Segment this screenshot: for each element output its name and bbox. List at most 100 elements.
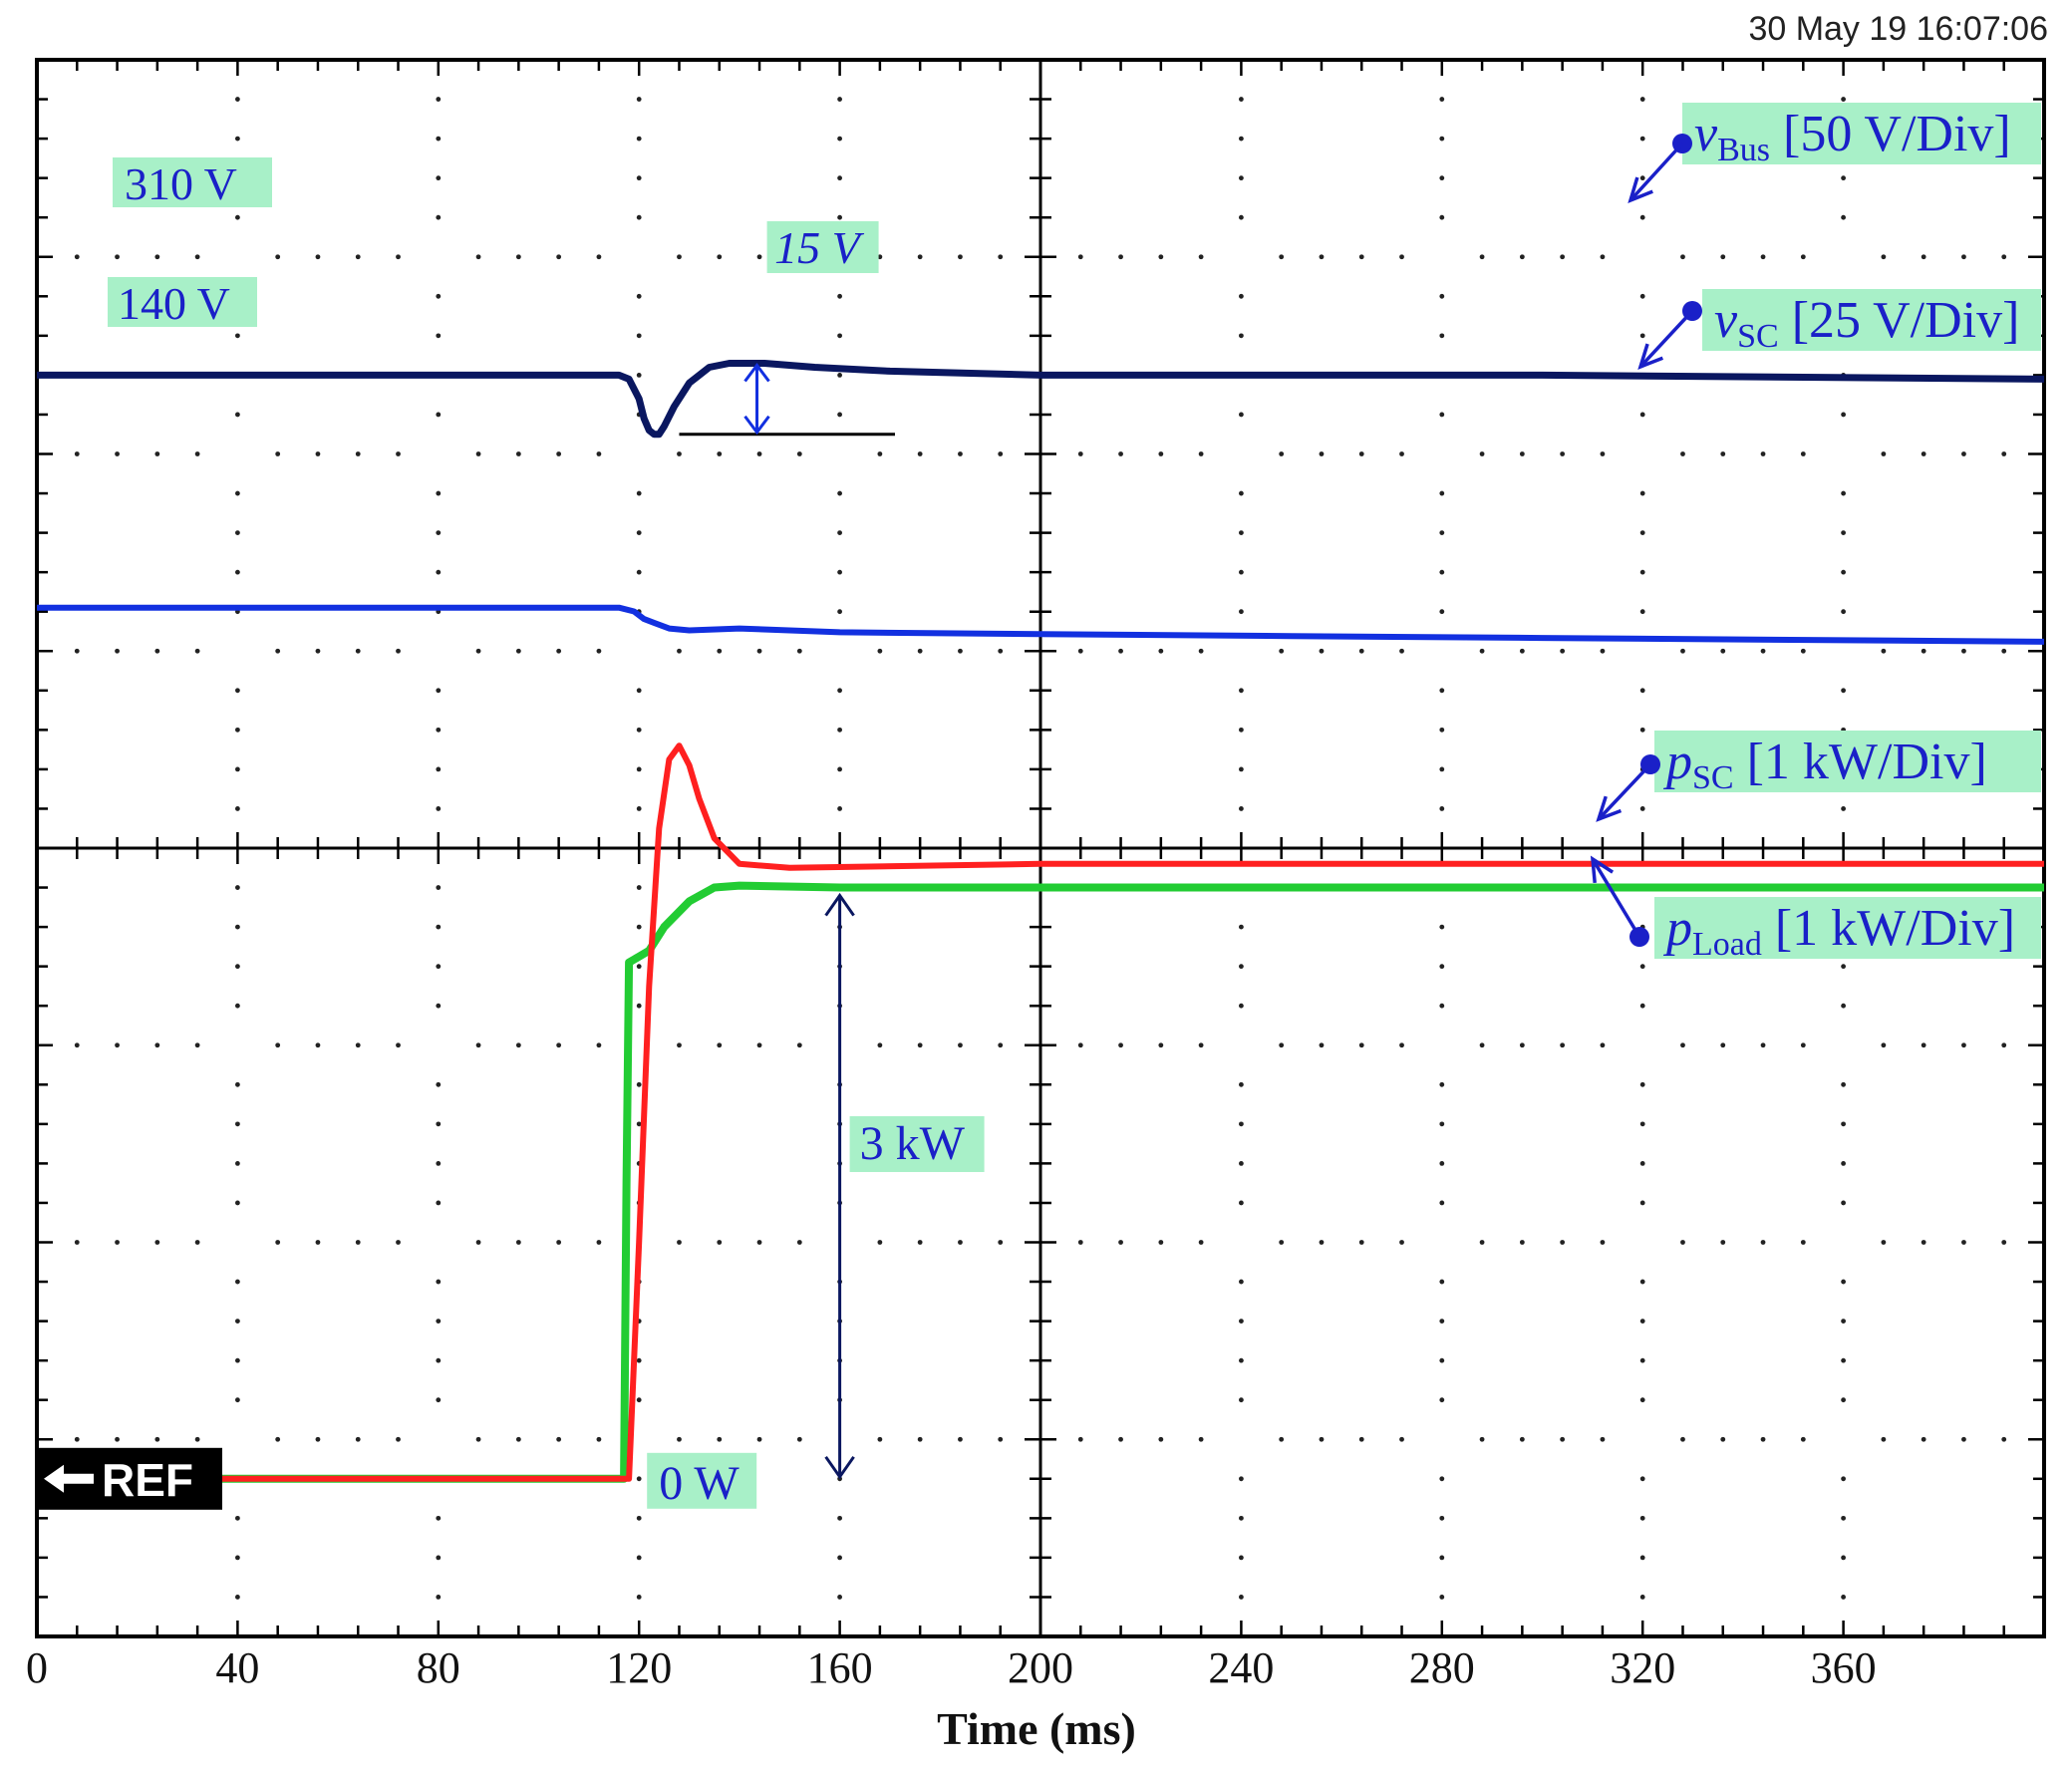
- grid-dot: [1239, 97, 1244, 102]
- grid-dot: [1399, 1240, 1404, 1245]
- grid-dot: [1841, 688, 1846, 694]
- grid-dot: [1239, 1319, 1244, 1324]
- grid-dot: [74, 648, 80, 654]
- grid-dot: [958, 1240, 963, 1245]
- grid-dot: [917, 254, 923, 260]
- grid-dot: [1639, 333, 1645, 339]
- grid-dot: [1239, 175, 1244, 181]
- grid-dot: [717, 1240, 723, 1245]
- zero-level-label-bg: [647, 1452, 757, 1509]
- grid-dot: [1198, 648, 1204, 654]
- grid-dot: [315, 1240, 321, 1245]
- grid-dot: [1841, 1200, 1846, 1206]
- grid-dot: [475, 1436, 481, 1442]
- grid-dot: [436, 1515, 442, 1521]
- grid-dot: [194, 1436, 200, 1442]
- grid-dot: [636, 214, 642, 220]
- grid-dot: [355, 451, 361, 456]
- grid-dot: [315, 648, 321, 654]
- grid-dot: [235, 806, 240, 811]
- dip-text: 15 V: [774, 222, 865, 273]
- grid-dot: [1439, 1515, 1445, 1521]
- grid-dot: [596, 648, 602, 654]
- grid-dot: [1881, 1240, 1887, 1245]
- grid-dot: [1760, 1240, 1766, 1245]
- grid-dot: [717, 1436, 723, 1442]
- grid-dot: [756, 1240, 762, 1245]
- grid-dot: [636, 885, 642, 890]
- grid-dot: [636, 688, 642, 694]
- grid-dot: [1158, 1240, 1164, 1245]
- grid-dot: [1239, 1397, 1244, 1403]
- grid-dot: [837, 766, 842, 772]
- grid-dot: [1439, 766, 1445, 772]
- grid-dot: [837, 412, 842, 418]
- grid-dot: [194, 648, 200, 654]
- grid-dot: [1077, 1240, 1083, 1245]
- grid-dot: [515, 254, 521, 260]
- grid-dot: [1239, 609, 1244, 615]
- grid-dot: [1639, 1161, 1645, 1166]
- grid-dot: [837, 1515, 842, 1521]
- grid-dot: [1560, 1240, 1566, 1245]
- grid-dot: [1841, 530, 1846, 535]
- grid-dot: [235, 964, 240, 970]
- grid-dot: [877, 1240, 883, 1245]
- grid-dot: [194, 1042, 200, 1048]
- grid-dot: [235, 1595, 240, 1600]
- grid-dot: [436, 490, 442, 496]
- grid-dot: [1479, 451, 1485, 456]
- grid-dot: [1600, 254, 1606, 260]
- grid-dot: [677, 1042, 682, 1048]
- grid-dot: [1639, 1279, 1645, 1285]
- grid-dot: [154, 254, 160, 260]
- grid-dot: [1439, 806, 1445, 811]
- grid-dot: [1720, 648, 1726, 654]
- grid-dot: [1279, 254, 1285, 260]
- grid-dot: [154, 451, 160, 456]
- grid-dot: [1841, 175, 1846, 181]
- grid-dot: [1239, 1476, 1244, 1482]
- grid-dot: [1239, 1003, 1244, 1009]
- grid-dot: [1239, 136, 1244, 142]
- grid-dot: [636, 293, 642, 299]
- grid-dot: [1639, 1397, 1645, 1403]
- grid-dot: [1760, 648, 1766, 654]
- grid-dot: [1921, 254, 1926, 260]
- grid-dot: [1439, 1397, 1445, 1403]
- grid-dot: [1760, 1042, 1766, 1048]
- grid-dot: [1118, 1240, 1123, 1245]
- grid-dot: [717, 648, 723, 654]
- grid-dot: [115, 1436, 120, 1442]
- grid-dot: [1279, 1240, 1285, 1245]
- grid-dot: [74, 254, 80, 260]
- grid-dot: [1519, 1436, 1525, 1442]
- grid-dot: [275, 1436, 281, 1442]
- grid-dot: [436, 97, 442, 102]
- grid-dot: [1439, 1081, 1445, 1087]
- grid-dot: [436, 1555, 442, 1561]
- grid-dot: [837, 1555, 842, 1561]
- grid-dot: [235, 727, 240, 733]
- grid-dot: [235, 1555, 240, 1561]
- grid-dot: [1760, 451, 1766, 456]
- grid-dot: [1439, 530, 1445, 535]
- x-tick-label: 120: [606, 1643, 672, 1692]
- grid-dot: [1560, 1436, 1566, 1442]
- grid-dot: [556, 1042, 562, 1048]
- grid-dot: [1279, 451, 1285, 456]
- traces: [37, 360, 2044, 1483]
- grid-dot: [1439, 490, 1445, 496]
- grid-dot: [235, 1121, 240, 1127]
- grid-dot: [837, 373, 842, 378]
- power-step-label-bg: [849, 1116, 985, 1172]
- grid-dot: [1680, 1240, 1685, 1245]
- grid-dot: [636, 1357, 642, 1363]
- grid-dot: [636, 1595, 642, 1600]
- grid-dot: [1077, 1042, 1083, 1048]
- grid-dot: [756, 648, 762, 654]
- grid-dot: [1319, 1042, 1325, 1048]
- grid-dot: [837, 609, 842, 615]
- grid-dot: [475, 1042, 481, 1048]
- x-tick-labels: 0 40 80 120 160 200 240 280 320 360: [26, 1643, 1877, 1692]
